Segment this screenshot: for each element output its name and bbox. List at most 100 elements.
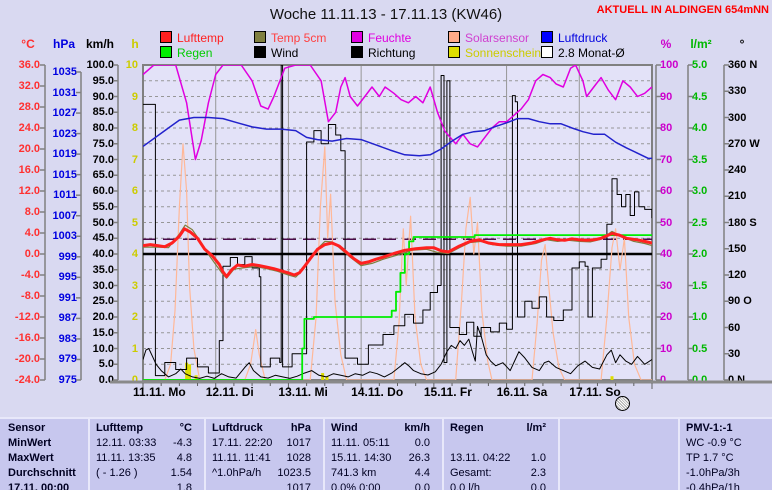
axis-tick-label: 999 [58,250,77,263]
table-cell-wind-value: 26.3 [408,452,430,464]
solarsensor-swatch-icon [448,31,460,43]
table-cell-wind: 11.11. 05:11 [331,437,390,449]
axis-tick-label: 36.0 [18,59,40,71]
axis-tick-label: 10 [125,59,138,71]
axis-tick-label: 35.0 [92,263,114,276]
table-separator [558,419,560,490]
table-separator [678,419,680,490]
series-richtung [143,65,652,377]
axis-tick-label: 60 [660,185,673,197]
table-separator [204,419,206,490]
table-cell-regen: 13.11. 04:22 [450,452,511,464]
series-solarsensor [164,143,652,380]
table-header-unit: hPa [290,422,311,434]
axis-tick-label: 4 [131,248,138,260]
axis-tick-label: 360 N [728,59,758,71]
axis-tick-label: 1 [131,342,138,355]
axis-tick-label: 90 [660,90,673,103]
table-cell-pmv: WC -0.9 °C [686,437,742,449]
table-cell-lufttemp: 11.11. 13:35 [96,452,156,464]
axis-tick-label: 30 [660,279,673,292]
table-cell-lufttemp: ( - 1.26 ) [96,467,138,479]
table-cell-luftdruck-value: 1028 [286,452,311,464]
axis-tick-label: 75.0 [92,137,114,150]
table-header-regen: Regen [450,422,484,434]
series-wind [143,325,652,379]
table-cell-lufttemp-value: 1.8 [176,482,192,490]
legend-label: Sonnenschein [465,46,542,60]
table-cell-luftdruck-value: 1023.5 [277,467,311,479]
legend-label: Regen [177,46,213,60]
axis-tick-label: 4.0 [24,227,40,239]
axis-tick-label: 90 O [728,295,752,308]
axis-tick-label: 70.0 [92,153,114,166]
axis-tick-label: 12.0 [18,185,40,197]
station-label: AKTUELL IN ALDINGEN 654mNN [596,4,769,16]
axis-tick-label: 1035 [52,66,77,78]
legend-label: 2.8 Monat-Ø [558,46,625,60]
axis-tick-label: 1019 [52,148,77,161]
axis-tick-label: 80.0 [92,122,114,134]
sunshine-bar [610,376,614,380]
richtung-swatch-icon [351,46,363,58]
temp-5cm-swatch-icon [254,31,266,43]
axis-tick-label: 90.0 [92,90,114,103]
axis-tick-label: 24.0 [18,122,40,134]
axis-tick-label: 4.0 [692,122,708,134]
axis-tick-label: 1003 [52,230,77,243]
table-header-pmv: PMV-1:-1 [686,422,733,434]
table-cell-luftdruck-value: 1017 [286,437,311,449]
axis-tick-label: 0.0 [98,374,114,386]
axis-tick-label: 1.0 [692,311,708,323]
legend-label: Temp 5cm [271,31,327,45]
axis-tick-label: 1007 [52,209,77,222]
table-row-label: 17.11. 00:00 [8,482,70,490]
legend-item-temp-5cm: Temp 5cm [254,31,327,45]
axis-tick-label: -24.0 [14,374,40,386]
table-header-unit: l/m² [526,422,546,434]
series-luftdruck [143,116,652,160]
axis-tick-label: 0.0 [24,248,40,260]
axis-tick-label: 5 [131,216,138,229]
axis-tick-label: 1023 [52,127,77,140]
table-separator [442,419,444,490]
axis-tick-label: 120 [728,269,747,281]
axis-tick-label: 330 [728,85,747,98]
plot-border [142,64,653,381]
table-separator [88,419,90,490]
legend-label: Luftdruck [558,31,608,45]
axis-tick-label: 979 [58,353,77,366]
axis-tick-label: 40 [660,248,673,260]
axis-tick-label: 30 [728,347,741,360]
legend-item-luftdruck: Luftdruck [541,31,608,45]
axis-tick-label: 2.0 [692,248,708,260]
axis-tick-label: 65.0 [92,169,114,182]
page-title: Woche 11.11.13 - 17.11.13 (KW46) [269,6,503,23]
table-cell-lufttemp-value: 4.8 [176,452,192,464]
axis-tick-label: 995 [58,271,77,284]
2-8-monat--swatch-icon [541,46,553,58]
legend-item-sonnenschein: Sonnenschein [448,46,542,60]
table-cell-wind-value: 0.0 [414,482,430,490]
axis-unit--: ° [739,37,745,51]
table-cell-luftdruck: ^1.0hPa/h [212,467,262,479]
table-cell-wind: 741.3 km [331,467,377,479]
axis-tick-label: 180 S [728,216,757,229]
axis-tick-label: 95.0 [92,74,114,87]
axis-tick-label: 6 [131,185,138,197]
table-cell-regen-value: 0.0 [530,482,546,490]
axis-tick-label: -4.0 [21,269,40,281]
axis-tick-label: 4.5 [692,90,708,103]
x-axis-label: 16.11. Sa [496,385,548,399]
axis-tick-label: 0.0 [692,374,708,386]
table-row-label: Sensor [8,422,46,434]
axis-tick-label: 3.5 [692,153,708,166]
axis-tick-label: -12.0 [14,311,40,323]
axis-tick-label: 60.0 [92,185,114,197]
axis-unit-hpa: hPa [52,37,75,51]
legend-item-richtung: Richtung [351,46,415,60]
legend-item-regen: Regen [160,46,213,60]
axis-tick-label: 240 [728,164,747,176]
axis-tick-label: 1015 [52,168,77,181]
table-cell-pmv: -1.0hPa/3h [686,467,740,479]
